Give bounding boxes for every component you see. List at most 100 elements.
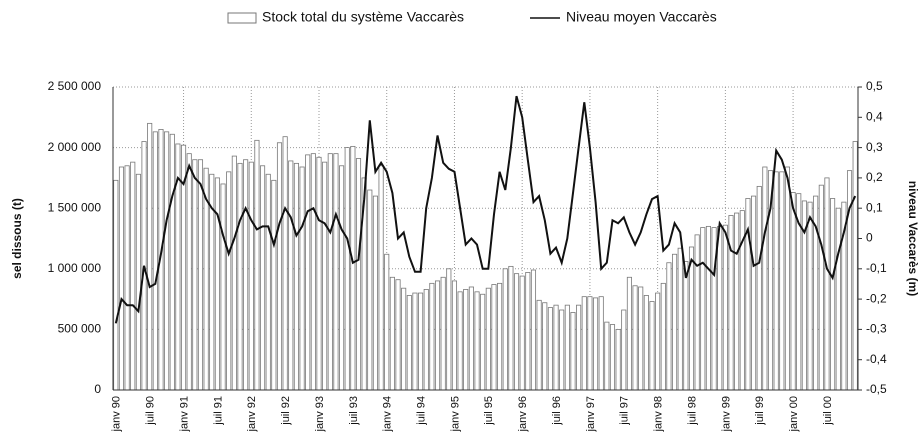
bar — [130, 161, 136, 391]
bar — [254, 139, 260, 391]
x-tick-label: juil 94 — [416, 396, 428, 426]
y2-tick-label: 0,4 — [866, 109, 883, 123]
x-tick-label: juil 98 — [686, 396, 698, 426]
bar — [480, 293, 486, 391]
bar — [226, 171, 232, 391]
bar — [711, 227, 717, 391]
x-tick-label: janv 94 — [382, 396, 394, 432]
bar — [474, 291, 480, 391]
bar — [434, 280, 441, 391]
bar — [401, 287, 407, 391]
bar — [147, 122, 153, 391]
bar — [169, 133, 175, 391]
bar — [152, 131, 158, 391]
x-tick-label: juil 97 — [619, 396, 631, 426]
bar — [265, 173, 271, 391]
bar — [734, 212, 740, 391]
y2-tick-label: 0,1 — [866, 200, 883, 214]
bar — [818, 184, 824, 391]
y2-tick-label: 0 — [866, 231, 873, 245]
legend-label: Niveau moyen Vaccarès — [566, 9, 717, 25]
bar — [672, 253, 678, 391]
bar — [367, 189, 373, 391]
y-tick-label: 0 — [94, 382, 101, 396]
bar — [615, 328, 621, 391]
bar — [852, 141, 858, 391]
bar — [118, 166, 125, 391]
bar — [372, 195, 378, 391]
bar — [756, 185, 762, 391]
bar — [440, 276, 446, 391]
bar — [310, 153, 316, 391]
x-tick-label: janv 92 — [246, 396, 258, 432]
bar — [576, 304, 582, 391]
bar — [530, 269, 537, 391]
bar — [728, 215, 734, 391]
y-axis-title: sel dissous (t) — [10, 198, 24, 279]
bar — [406, 295, 412, 391]
y-tick-label: 2 500 000 — [48, 79, 102, 93]
bar — [293, 162, 299, 391]
bar — [299, 166, 305, 391]
y2-axis-title: niveau Vaccarès (m) — [906, 181, 920, 296]
bar — [784, 166, 790, 391]
bar — [502, 268, 508, 391]
bar — [564, 304, 570, 391]
line — [114, 95, 857, 324]
x-tick-label: janv 98 — [653, 396, 665, 432]
bar — [773, 171, 779, 391]
x-tick-label: juil 99 — [754, 396, 766, 426]
bar — [559, 309, 565, 391]
bar — [113, 179, 119, 391]
bar — [547, 307, 553, 391]
bar — [598, 296, 604, 391]
bar — [389, 276, 395, 391]
bar — [418, 292, 424, 391]
bar — [587, 296, 593, 391]
bar — [655, 292, 661, 391]
bar — [468, 286, 474, 391]
x-tick-label: juil 00 — [822, 396, 834, 426]
bar — [322, 161, 328, 391]
bar — [124, 165, 130, 391]
bar — [553, 304, 559, 391]
bar — [271, 179, 277, 391]
bar — [491, 284, 497, 391]
bar — [609, 324, 616, 391]
y2-tick-label: 0,3 — [866, 140, 883, 154]
x-tick-label: janv 93 — [314, 396, 326, 432]
x-tick-label: juil 95 — [483, 396, 495, 426]
bar — [276, 142, 283, 391]
bar — [429, 282, 435, 391]
y-tick-label: 2 000 000 — [48, 140, 102, 154]
bar — [542, 302, 548, 391]
y-tick-label: 500 000 — [58, 322, 102, 336]
bar — [378, 165, 384, 391]
bar — [220, 183, 226, 391]
x-tick-label: juil 91 — [212, 396, 224, 426]
legend-swatch — [227, 12, 257, 24]
bar — [384, 253, 390, 391]
bar — [762, 166, 768, 391]
bar — [395, 279, 401, 391]
y2-tick-label: 0,2 — [866, 170, 883, 184]
bar — [316, 156, 322, 391]
legend-label: Stock total du système Vaccarès — [262, 9, 464, 25]
bar — [237, 162, 243, 391]
bar — [497, 282, 503, 391]
bar — [457, 291, 463, 391]
bar — [700, 227, 706, 391]
bar — [192, 159, 198, 391]
bar — [677, 247, 683, 391]
bar — [824, 177, 830, 391]
y2-tick-label: -0,2 — [866, 291, 887, 305]
y2-tick-label: -0,1 — [866, 261, 887, 275]
y2-tick-label: -0,3 — [866, 322, 887, 336]
bar — [779, 171, 785, 391]
bar — [694, 234, 700, 391]
x-tick-label: juil 96 — [551, 396, 563, 426]
x-tick-label: janv 91 — [178, 396, 190, 432]
bar — [327, 153, 333, 391]
bar — [355, 158, 362, 391]
